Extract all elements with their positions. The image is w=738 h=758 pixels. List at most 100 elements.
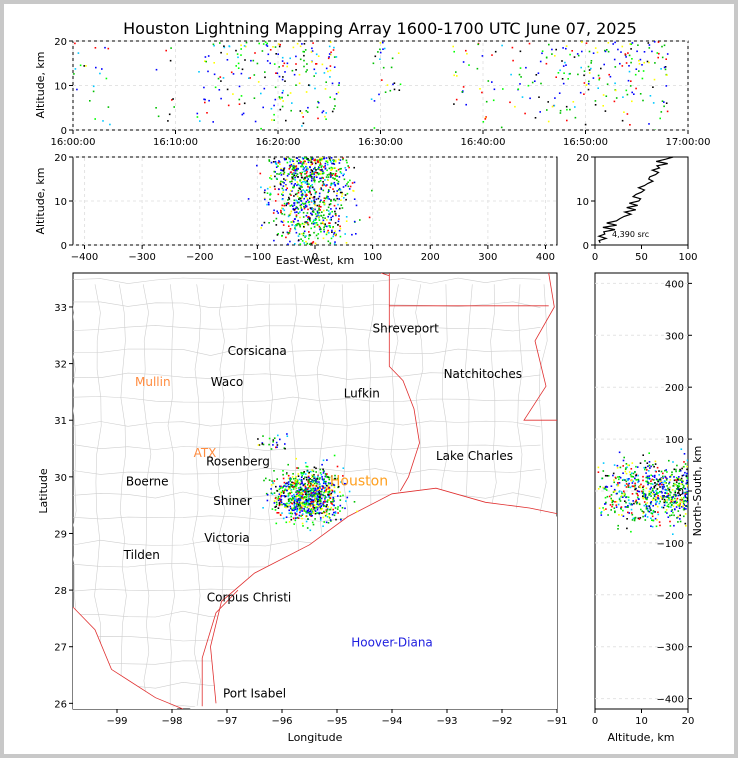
time-height-source <box>487 80 490 82</box>
time-height-source <box>285 119 287 122</box>
ew-height-source <box>327 229 329 232</box>
plan-view-source <box>309 484 312 487</box>
ew-height-source <box>302 161 305 163</box>
ew-height-source <box>309 243 311 245</box>
time-height-source <box>465 49 467 52</box>
ew-height-source <box>301 208 303 211</box>
ew-height-source <box>289 240 291 243</box>
plan-view-source <box>314 518 316 520</box>
ew-height-source <box>306 242 309 245</box>
plan-view-source <box>282 473 284 476</box>
time-height-source <box>652 102 655 104</box>
ns-height-source <box>676 479 678 481</box>
plan-view-source <box>317 507 319 509</box>
plan-view-source <box>322 525 324 527</box>
plan-view-source <box>319 506 322 508</box>
plan-view-x-tick-label: −95 <box>326 716 347 727</box>
ew-height-source <box>300 165 302 168</box>
ew-height-source <box>293 165 295 167</box>
ns-height-source <box>667 487 669 490</box>
time-height-y-tick-label: 20 <box>54 37 67 48</box>
ns-height-source <box>659 495 662 498</box>
plan-view-source <box>315 471 317 473</box>
ew-height-source <box>334 174 336 177</box>
ns-height-source <box>623 456 625 459</box>
ew-height-source <box>330 200 332 202</box>
ns-height-source <box>634 477 636 480</box>
time-height-source <box>602 105 604 107</box>
plan-view-source <box>294 498 296 500</box>
ew-height-source <box>318 164 321 166</box>
ew-height-source <box>333 159 335 162</box>
county-line <box>119 284 127 709</box>
ns-height-source <box>661 483 663 486</box>
ns-height-source <box>639 485 641 488</box>
ew-height-source <box>294 176 296 179</box>
ns-height-source <box>666 489 668 492</box>
ns-height-y-tick-label: 400 <box>665 279 684 290</box>
ew-height-source <box>302 232 305 234</box>
ew-height-source <box>313 171 316 174</box>
ew-height-source <box>317 172 320 175</box>
plan-view-source <box>287 474 290 477</box>
time-height-source <box>303 65 305 68</box>
time-height-source <box>661 100 664 102</box>
time-height-source <box>494 50 497 53</box>
time-height-source <box>594 100 597 102</box>
time-height-source <box>479 88 481 90</box>
plan-view-source <box>310 501 313 503</box>
plan-view-source <box>287 481 290 483</box>
time-height-source <box>281 105 284 108</box>
ns-height-source <box>656 488 659 490</box>
plan-view-source <box>297 482 300 485</box>
plan-view-source <box>318 493 321 496</box>
ns-height-source <box>625 480 628 483</box>
ns-height-source <box>684 471 686 474</box>
ew-height-source <box>323 184 325 186</box>
ew-height-source <box>330 166 333 169</box>
plan-view-source <box>280 495 282 497</box>
ew-height-source <box>307 178 309 180</box>
ew-height-source <box>314 191 317 194</box>
ns-height-source <box>668 481 671 484</box>
ew-height-source <box>294 193 297 196</box>
time-height-source <box>630 80 632 82</box>
time-height-x-tick-label: 16:00:00 <box>51 137 96 148</box>
ns-height-source <box>635 501 638 503</box>
ew-height-source <box>301 222 304 225</box>
plan-view-source <box>293 495 296 498</box>
ew-height-source <box>272 161 275 163</box>
ew-height-source <box>293 172 295 175</box>
ew-height-source <box>305 157 308 159</box>
ew-height-source <box>332 226 334 228</box>
plan-view-source <box>305 478 308 481</box>
time-height-source <box>617 48 619 51</box>
ns-height-source <box>673 493 675 496</box>
ns-height-source <box>643 494 645 496</box>
plan-view-source <box>315 498 317 501</box>
plan-view-source <box>325 474 327 476</box>
ns-height-source <box>655 496 658 499</box>
plan-view-source <box>290 478 292 480</box>
plan-view-source <box>300 478 303 481</box>
time-height-source <box>390 66 393 69</box>
ns-height-source <box>644 513 647 516</box>
ns-height-source <box>613 490 616 493</box>
time-height-source <box>337 91 340 94</box>
time-height-source <box>107 47 110 50</box>
time-height-source <box>585 42 588 44</box>
ns-height-source <box>602 486 604 489</box>
plan-view-x-tick-label: −92 <box>491 716 512 727</box>
ns-height-source <box>611 503 614 506</box>
ew-height-source <box>293 204 296 206</box>
ew-height-source <box>331 174 334 177</box>
time-height-source <box>315 63 317 65</box>
plan-view-source <box>296 483 298 486</box>
time-height-source <box>539 111 541 113</box>
ew-height-source <box>318 205 320 208</box>
plan-view-source <box>322 459 325 462</box>
plan-view-source <box>307 518 309 520</box>
ns-height-source <box>686 497 688 500</box>
ns-height-source <box>624 493 626 496</box>
plan-view-source <box>312 492 315 494</box>
